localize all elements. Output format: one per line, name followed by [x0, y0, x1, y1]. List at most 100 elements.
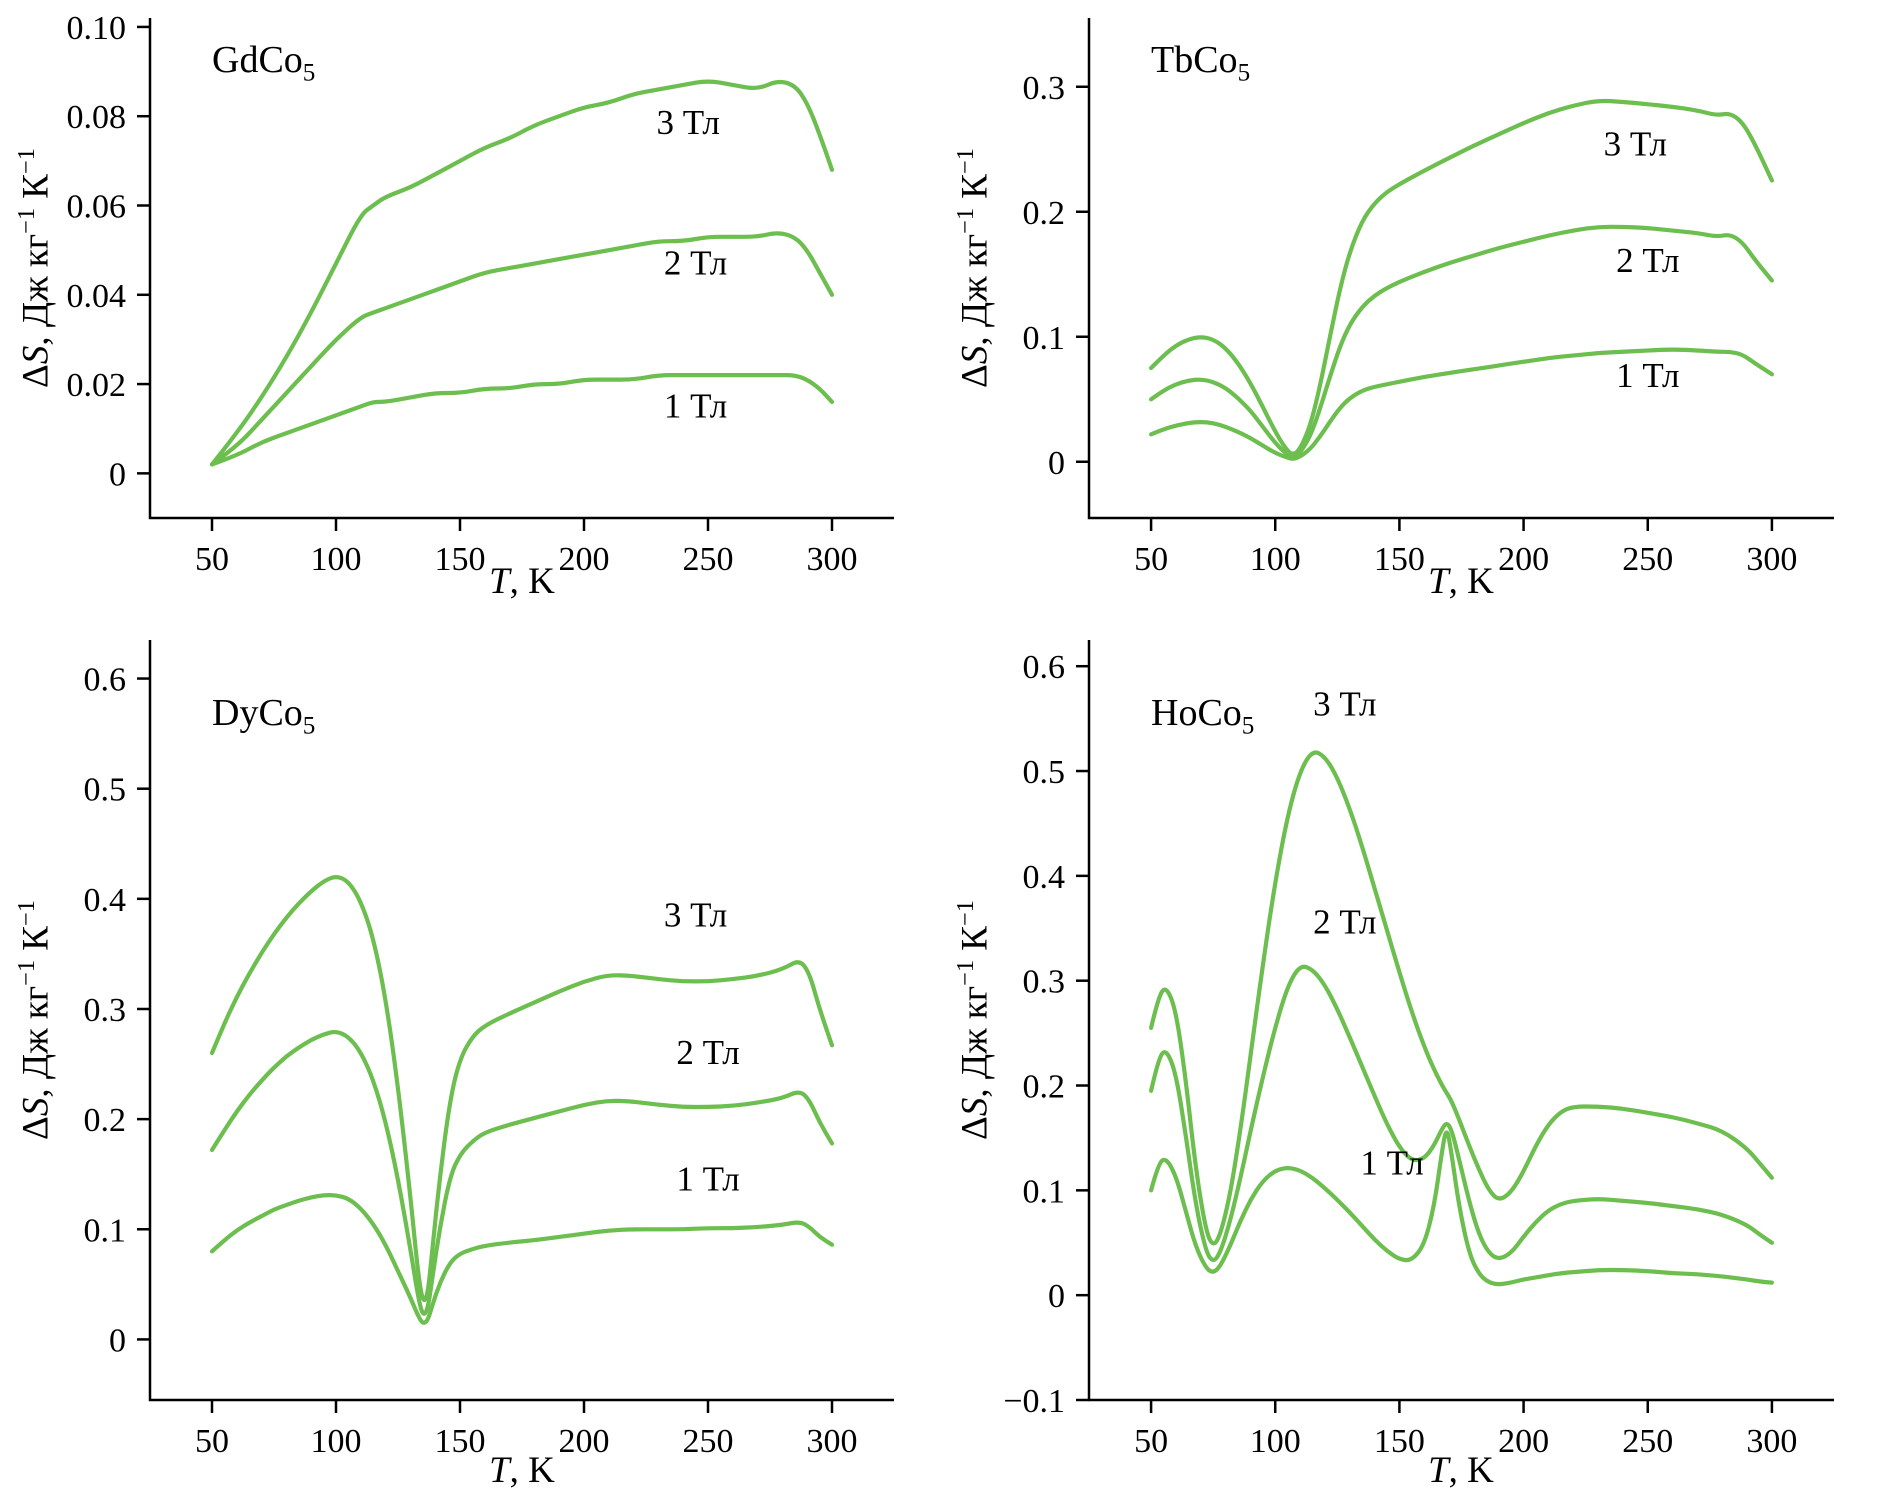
curve-label: 3 Тл — [664, 895, 727, 934]
x-tick-label: 200 — [559, 1423, 610, 1460]
y-tick-label: 0.2 — [1023, 1069, 1066, 1106]
x-tick-label: 50 — [1134, 1423, 1168, 1460]
curve-label: 1 Тл — [1360, 1144, 1423, 1183]
gdco5-plot: 50 100 150 200 250 300 0 0.02 0.04 0.06 0.08 0.10 3 … — [67, 10, 894, 578]
y-tick-label: 0.1 — [1023, 1173, 1066, 1210]
y-tick-label: 0.10 — [67, 10, 127, 47]
compound-name: GdCo — [212, 39, 303, 81]
panel-title-tbco5: TbCo5 — [1151, 38, 1250, 86]
y-tick-label: 0.4 — [84, 882, 127, 919]
y-units: , Дж кг — [954, 233, 996, 346]
y-units-sup-2: −1 — [952, 148, 980, 175]
y-units-2: К — [954, 926, 996, 960]
curve-1t — [209, 373, 835, 467]
curve-3t — [1149, 750, 1774, 1246]
curve-label: 3 Тл — [1313, 685, 1376, 724]
axes — [148, 18, 894, 520]
x-units: , K — [1448, 561, 1494, 602]
x-tick-label: 250 — [1622, 541, 1673, 578]
curve-1t — [1149, 347, 1774, 461]
x-tick-label: 50 — [195, 1423, 229, 1460]
y-tick-label: 0 — [1048, 445, 1065, 482]
y-units-sup-2: −1 — [13, 148, 41, 175]
y-units: , Дж кг — [15, 985, 57, 1098]
temperature-symbol: T — [489, 1450, 510, 1491]
y-units-2: К — [15, 926, 57, 960]
curve-label: 2 Тл — [676, 1033, 739, 1072]
x-tick-label: 300 — [1746, 1423, 1797, 1460]
axes — [1087, 18, 1834, 520]
x-tick-label: 150 — [435, 541, 486, 578]
panel-title-gdco5: GdCo5 — [212, 38, 315, 86]
panel-dyco5: 50 100 150 200 250 300 0 0.1 0.2 0.3 0.4 0.5 0.6 3 Тл… — [0, 615, 939, 1505]
y-units-2: К — [954, 174, 996, 208]
y-tick-label: 0.1 — [1023, 320, 1066, 357]
y-tick-label: 0.1 — [84, 1212, 127, 1249]
x-tick-label: 250 — [683, 1423, 734, 1460]
y-axis-label: ΔS, Дж кг−1 К−1 — [13, 148, 58, 388]
y-tick-label: 0.3 — [1023, 964, 1066, 1001]
y-units-sup: −1 — [952, 959, 980, 986]
temperature-symbol: T — [489, 561, 510, 602]
curve-2t — [1149, 964, 1774, 1263]
curve-3t — [1149, 98, 1774, 456]
y-tick-label: 0.6 — [84, 662, 127, 699]
curve-2t — [1149, 224, 1774, 458]
y-units: , Дж кг — [954, 985, 996, 1098]
curve-label: 3 Тл — [1604, 125, 1667, 164]
tbco5-plot: 50 100 150 200 250 300 0 0.1 0.2 0.3 3 Тл 2 Тл 1 Тл — [1023, 18, 1834, 578]
y-axis-label: ΔS, Дж кг−1 К−1 — [13, 900, 58, 1140]
hoco5-plot: 50 100 150 200 250 300 −0.1 0 0.1 0.2 0.3 0.4 0.5 0.6… — [1003, 640, 1834, 1460]
y-tick-label: 0 — [109, 1322, 126, 1359]
x-tick-label: 250 — [1622, 1423, 1673, 1460]
y-tick-label: 0.02 — [67, 367, 127, 404]
y-units-2: К — [15, 174, 57, 208]
x-tick-label: 50 — [195, 541, 229, 578]
y-tick-label: 0.4 — [1023, 859, 1066, 896]
compound-subscript: 5 — [302, 59, 316, 87]
y-units-sup: −1 — [13, 959, 41, 986]
y-axis-label: ΔS, Дж кг−1 К−1 — [952, 148, 997, 388]
compound-subscript: 5 — [1237, 59, 1251, 87]
curve-label: 1 Тл — [676, 1160, 739, 1199]
x-axis-label: T, K — [1428, 1449, 1494, 1492]
panel-tbco5: 50 100 150 200 250 300 0 0.1 0.2 0.3 3 Тл 2 Тл 1 Тл … — [939, 0, 1879, 615]
x-axis-label: T, K — [489, 1449, 555, 1492]
curve-3t — [209, 79, 835, 467]
curve-2t — [209, 231, 835, 467]
x-axis-label: T, K — [1428, 560, 1494, 603]
axes — [1087, 640, 1834, 1402]
y-axis-label: ΔS, Дж кг−1 К−1 — [952, 900, 997, 1140]
dyco5-plot: 50 100 150 200 250 300 0 0.1 0.2 0.3 0.4 0.5 0.6 3 Тл… — [84, 640, 894, 1460]
y-units-sup: −1 — [952, 207, 980, 234]
x-tick-label: 300 — [807, 541, 858, 578]
y-tick-label: 0.2 — [84, 1102, 127, 1139]
panel-title-dyco5: DyCo5 — [212, 691, 315, 739]
curve-3t — [209, 875, 835, 1303]
delta-symbol: Δ — [954, 1116, 996, 1140]
x-tick-label: 150 — [435, 1423, 486, 1460]
x-tick-label: 200 — [1498, 1423, 1549, 1460]
y-tick-label: −0.1 — [1003, 1383, 1065, 1420]
entropy-symbol: S — [954, 345, 996, 365]
y-tick-label: 0.5 — [1023, 754, 1066, 791]
curve-label: 2 Тл — [664, 244, 727, 283]
curve-label: 1 Тл — [1616, 356, 1679, 395]
entropy-symbol: S — [954, 1097, 996, 1117]
x-units: , K — [509, 561, 555, 602]
x-tick-label: 100 — [311, 1423, 362, 1460]
y-units-sup: −1 — [13, 207, 41, 234]
y-units: , Дж кг — [15, 233, 57, 346]
entropy-symbol: S — [15, 345, 57, 365]
y-tick-label: 0.08 — [67, 99, 127, 136]
y-tick-label: 0.3 — [84, 992, 127, 1029]
curve-1t — [209, 1193, 835, 1325]
axes — [148, 640, 894, 1402]
y-tick-label: 0.3 — [1023, 70, 1066, 107]
compound-name: DyCo — [212, 692, 303, 734]
x-tick-label: 250 — [683, 541, 734, 578]
x-tick-label: 100 — [311, 541, 362, 578]
y-tick-label: 0 — [109, 456, 126, 493]
y-tick-label: 0 — [1048, 1278, 1065, 1315]
